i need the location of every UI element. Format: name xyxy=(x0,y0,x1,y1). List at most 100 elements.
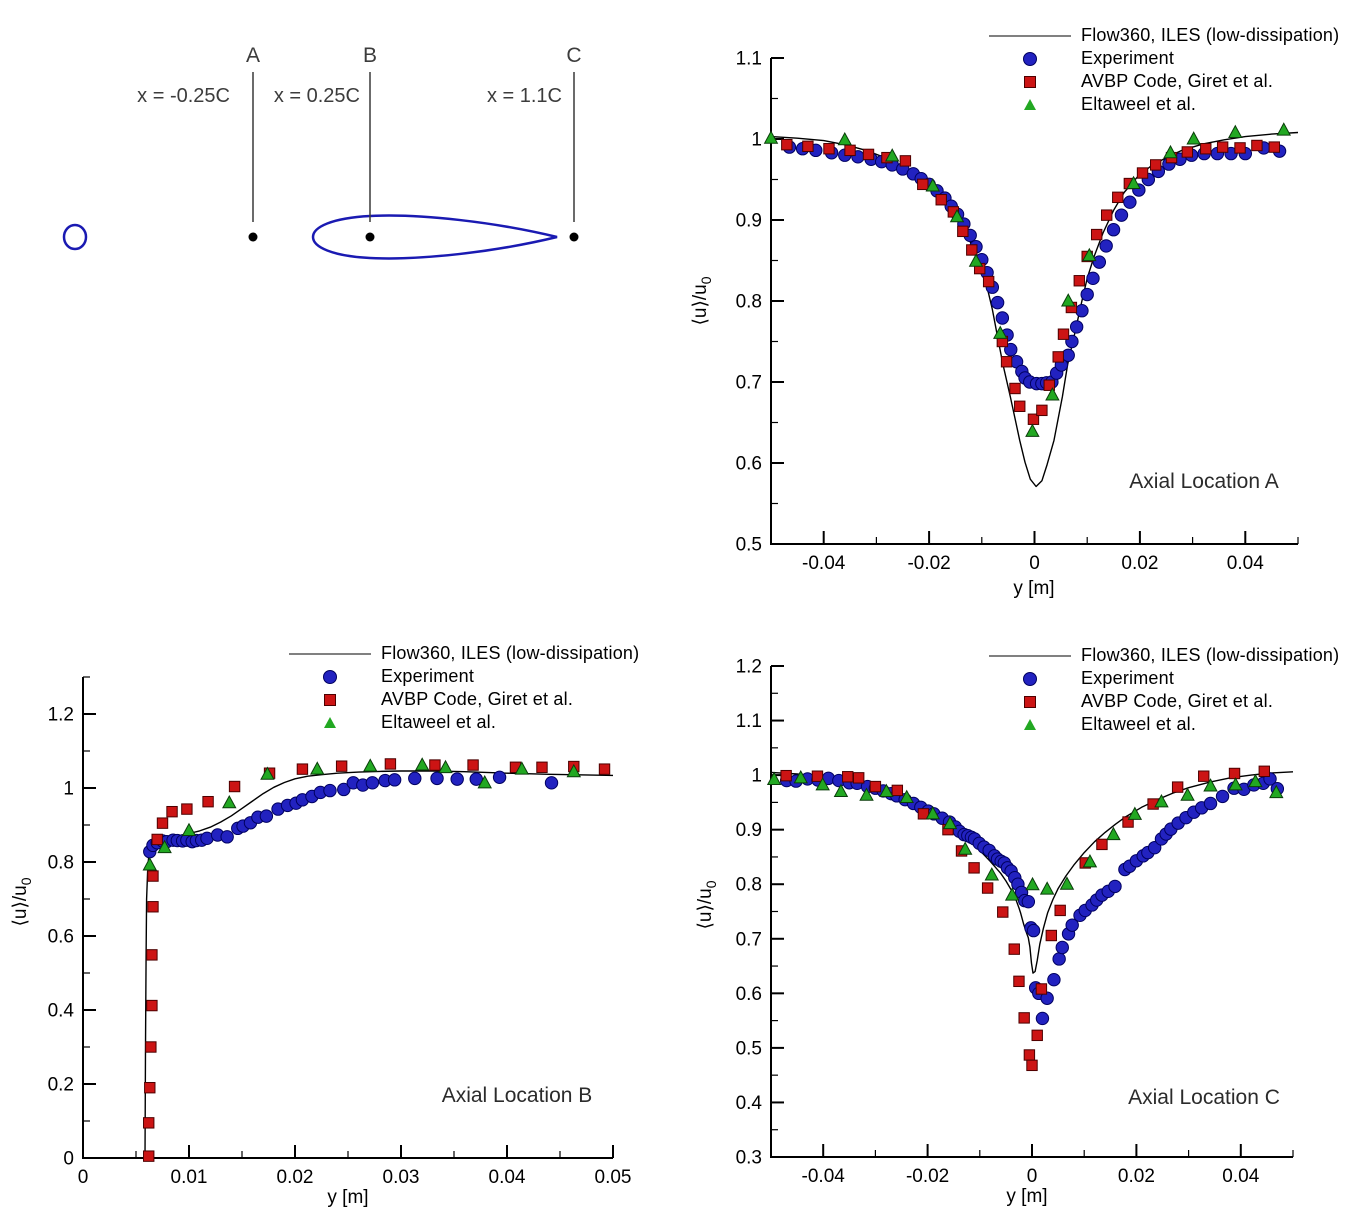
y-tick-label: 0.8 xyxy=(48,853,74,874)
y-tick-label: 1.1 xyxy=(736,49,762,70)
y-tick-label: 1 xyxy=(63,779,74,800)
y-tick-label: 0 xyxy=(63,1149,74,1170)
square-marker-icon xyxy=(1024,75,1036,88)
chart-b-legend: Flow360, ILES (low-dissipation) Experime… xyxy=(287,642,639,734)
x-tick-label: -0.04 xyxy=(802,553,846,574)
legend-item-avbp: AVBP Code, Giret et al. xyxy=(987,70,1339,93)
chart-c-plot: -0.04 -0.02 0 0.02 0.04 0.3 0.4 0.5 0.6 0.7 0.8 0.9… xyxy=(695,657,1294,1207)
x-tick-label: 0 xyxy=(1029,553,1040,574)
station-letter: B xyxy=(363,44,377,67)
x-tick-label: 0.03 xyxy=(383,1167,420,1188)
legend-item-flow360: Flow360, ILES (low-dissipation) xyxy=(287,642,639,665)
x-tick-label: 0.04 xyxy=(1227,553,1264,574)
x-tick-label: 0.02 xyxy=(1118,1166,1155,1187)
y-axis-ticks: 0.3 0.4 0.5 0.6 0.7 0.8 0.9 1 1.1 1.2 xyxy=(736,657,784,1169)
station-position-label: x = 0.25C xyxy=(274,85,360,107)
y-tick-label: 1.2 xyxy=(736,657,762,678)
y-tick-label: 0.6 xyxy=(48,927,74,948)
chart-c-legend: Flow360, ILES (low-dissipation) Experime… xyxy=(987,644,1339,736)
series-eltaweel-et-al xyxy=(142,757,582,871)
x-tick-label: 0.05 xyxy=(595,1167,632,1188)
y-tick-label: 0.2 xyxy=(48,1075,74,1096)
airfoil-outline xyxy=(311,214,558,260)
legend-item-eltaweel: Eltaweel et al. xyxy=(287,711,639,734)
y-tick-label: 0.5 xyxy=(736,535,762,556)
series-experiment xyxy=(782,140,1287,391)
circle-marker-icon xyxy=(323,669,337,684)
y-tick-label: 1.1 xyxy=(736,711,762,732)
station-b: Bx = 0.25C xyxy=(274,44,377,242)
legend-label: Eltaweel et al. xyxy=(1081,94,1197,114)
x-axis-ticks: 0 0.01 0.02 0.03 0.04 0.05 xyxy=(78,1145,632,1188)
station-position-label: x = -0.25C xyxy=(137,85,230,107)
x-axis-label: y [m] xyxy=(1006,1186,1047,1207)
axes: -0.04 -0.02 0 0.02 0.04 0.3 0.4 0.5 0.6 0.7 0.8 0.9… xyxy=(736,657,1294,1187)
y-axis-ticks: 0 0.2 0.4 0.6 0.8 1 1.2 xyxy=(48,676,96,1170)
y-tick-label: 1 xyxy=(751,766,762,787)
annotation-axial-location-a: Axial Location A xyxy=(1129,470,1278,493)
station-letter: C xyxy=(566,44,581,67)
legend-label: Flow360, ILES (low-dissipation) xyxy=(1081,25,1340,45)
series-eltaweel-et-al xyxy=(766,769,1284,901)
y-tick-label: 0.4 xyxy=(736,1093,763,1114)
y-tick-label: 0.3 xyxy=(736,1148,762,1169)
y-tick-label: 0.9 xyxy=(736,820,762,841)
triangle-marker-icon xyxy=(324,717,336,728)
chart-axial-location-a: -0.04 -0.02 0 0.02 0.04 0.5 0.6 0.7 0.8 0.9 1 1.1 y … xyxy=(680,0,1365,625)
x-tick-label: 0 xyxy=(78,1167,89,1188)
circle-marker-icon xyxy=(1023,671,1037,686)
legend-label: Experiment xyxy=(1081,668,1175,688)
y-tick-label: 0.4 xyxy=(48,1001,75,1022)
station-c: Cx = 1.1C xyxy=(487,44,582,242)
x-tick-label: -0.02 xyxy=(907,553,950,574)
x-tick-label: 0.04 xyxy=(1222,1166,1259,1187)
x-tick-label: -0.02 xyxy=(906,1166,949,1187)
station-position-label: x = 1.1C xyxy=(487,85,562,107)
x-tick-label: 0.04 xyxy=(489,1167,526,1188)
series-avbp-code-giret-et-al xyxy=(780,765,1270,1072)
y-tick-label: 0.9 xyxy=(736,211,762,232)
x-tick-label: 0.02 xyxy=(1121,553,1158,574)
legend-label: Experiment xyxy=(381,666,475,686)
y-tick-label: 1 xyxy=(751,130,762,151)
series-eltaweel-et-al xyxy=(763,122,1292,437)
measurement-point-dot xyxy=(365,232,375,242)
legend-label: Experiment xyxy=(1081,48,1175,68)
annotation-axial-location-c: Axial Location C xyxy=(1128,1086,1280,1109)
line-swatch-icon xyxy=(989,654,1071,657)
square-marker-icon xyxy=(1024,695,1036,708)
line-swatch-icon xyxy=(289,652,371,655)
legend-label: Eltaweel et al. xyxy=(1081,714,1197,734)
y-tick-label: 1.2 xyxy=(48,705,74,726)
legend-label: Flow360, ILES (low-dissipation) xyxy=(381,643,640,663)
x-axis-ticks: -0.04 -0.02 0 0.02 0.04 xyxy=(802,531,1299,574)
chart-axial-location-b: 0 0.01 0.02 0.03 0.04 0.05 0 0.2 0.4 0.6 0.8 1 1.2 y … xyxy=(0,630,685,1217)
legend-item-flow360: Flow360, ILES (low-dissipation) xyxy=(987,644,1339,667)
legend-item-eltaweel: Eltaweel et al. xyxy=(987,93,1339,116)
x-axis-label: y [m] xyxy=(327,1187,368,1208)
square-marker-icon xyxy=(324,693,336,706)
x-axis-ticks: -0.04 -0.02 0 0.02 0.04 xyxy=(802,1144,1294,1187)
chart-axial-location-c: -0.04 -0.02 0 0.02 0.04 0.3 0.4 0.5 0.6 0.7 0.8 0.9… xyxy=(680,630,1365,1217)
y-tick-label: 0.8 xyxy=(736,875,762,896)
legend-label: AVBP Code, Giret et al. xyxy=(1081,691,1274,711)
x-axis-label: y [m] xyxy=(1013,578,1054,599)
legend-item-avbp: AVBP Code, Giret et al. xyxy=(287,688,639,711)
y-axis-label: ⟨u⟩/u0 xyxy=(690,276,714,325)
x-tick-label: 0.01 xyxy=(171,1167,208,1188)
legend-label: AVBP Code, Giret et al. xyxy=(1081,71,1274,91)
legend-item-experiment: Experiment xyxy=(987,47,1339,70)
schematic-svg: Ax = -0.25C Bx = 0.25C Cx = 1.1C xyxy=(62,44,582,260)
chart-b-plot: 0 0.01 0.02 0.03 0.04 0.05 0 0.2 0.4 0.6 0.8 1 1.2 y … xyxy=(10,676,632,1208)
series-experiment xyxy=(143,770,559,859)
y-tick-label: 0.7 xyxy=(736,929,762,950)
y-tick-label: 0.8 xyxy=(736,292,762,313)
legend-item-eltaweel: Eltaweel et al. xyxy=(987,713,1339,736)
cylinder-outline xyxy=(62,223,88,251)
line-swatch-icon xyxy=(989,34,1071,37)
triangle-marker-icon xyxy=(1024,719,1036,730)
station-letter: A xyxy=(246,44,260,67)
x-tick-label: 0.02 xyxy=(277,1167,314,1188)
